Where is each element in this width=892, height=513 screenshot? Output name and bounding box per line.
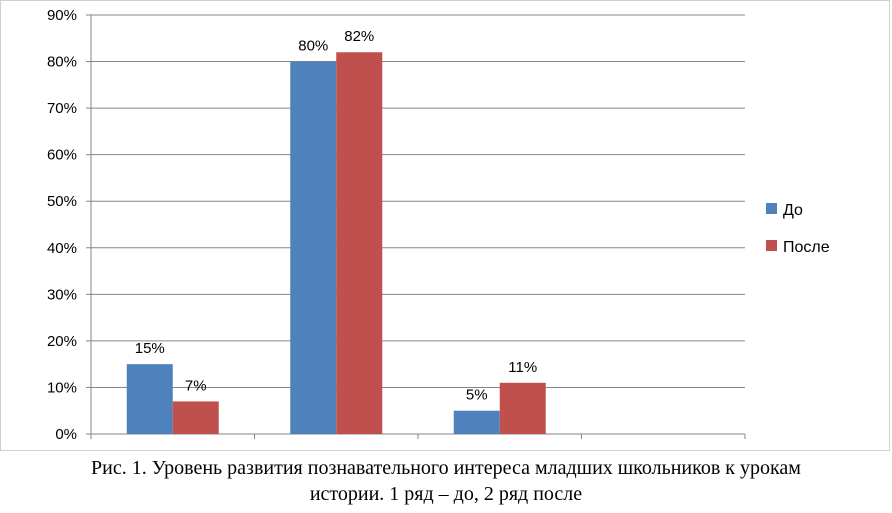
data-label: 7% (185, 377, 207, 394)
legend-label: После (783, 239, 830, 256)
figure-caption: Рис. 1. Уровень развития познавательного… (0, 455, 892, 507)
y-tick-label: 60% (47, 147, 77, 164)
bar-do (126, 364, 173, 434)
bar-posle (499, 382, 546, 434)
caption-line-1: Рис. 1. Уровень развития познавательного… (91, 457, 801, 479)
bar-do (453, 410, 500, 434)
y-tick-label: 50% (47, 193, 77, 210)
y-tick-label: 10% (47, 379, 77, 396)
data-label: 82% (344, 28, 374, 45)
y-tick-label: 20% (47, 333, 77, 350)
y-tick-label: 70% (47, 100, 77, 117)
legend-swatch (766, 203, 777, 214)
legend-swatch (766, 240, 777, 251)
y-tick-label: 40% (47, 240, 77, 257)
data-label: 80% (298, 38, 328, 55)
y-tick-label: 30% (47, 286, 77, 303)
data-label: 5% (466, 387, 488, 404)
data-label: 15% (135, 340, 165, 357)
bar-posle (172, 401, 219, 434)
bar-posle (336, 52, 383, 434)
y-tick-label: 80% (47, 54, 77, 71)
y-tick-label: 0% (55, 426, 77, 443)
bar-chart: 0% 10% 20% 30% 40% 50% 60% 70% 80% 90% 15% 80% 5% 7% 8… (47, 7, 830, 443)
bar-do (290, 61, 337, 435)
y-tick-label: 90% (47, 7, 77, 24)
data-label: 11% (508, 359, 537, 376)
caption-line-2: истории. 1 ряд – до, 2 ряд после (309, 483, 583, 505)
legend-label: До (783, 202, 803, 219)
chart-frame: 0% 10% 20% 30% 40% 50% 60% 70% 80% 90% 15% 80% 5% 7% 8… (0, 0, 890, 451)
